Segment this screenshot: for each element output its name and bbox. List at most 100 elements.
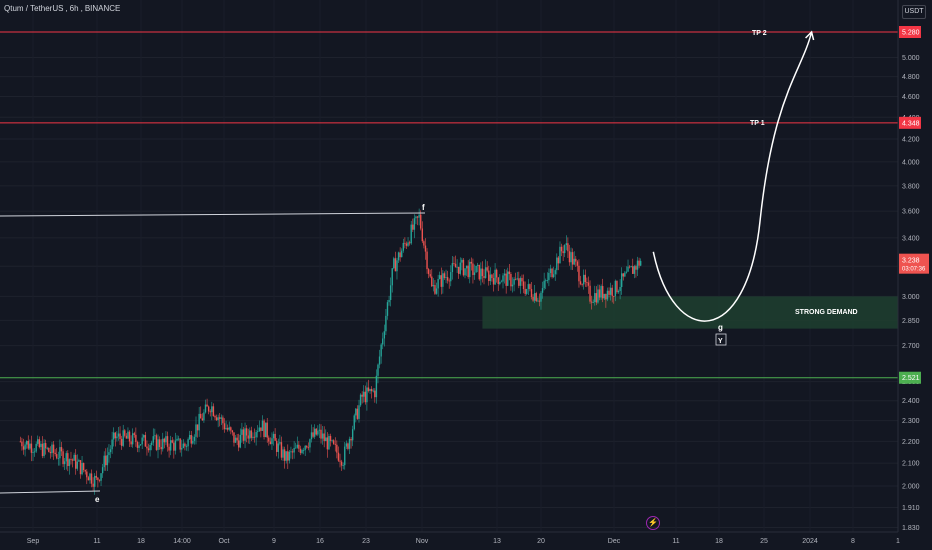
candle	[367, 387, 370, 391]
candle	[282, 449, 284, 458]
time-tick: Nov	[416, 538, 429, 545]
candle	[405, 243, 408, 246]
candle	[54, 452, 56, 455]
candle	[423, 241, 425, 246]
projection-arrow-icon	[805, 30, 815, 41]
time-axis[interactable]: Sep 11 18 14:00 Oct 9 16 23 Nov 13 20 Dec 11 18 25 2024…	[27, 538, 900, 545]
candle	[52, 444, 55, 453]
candle	[617, 290, 620, 293]
candle	[171, 440, 173, 443]
candle	[426, 251, 428, 270]
candle	[524, 288, 526, 294]
candle	[266, 422, 268, 438]
candle	[269, 441, 272, 445]
time-tick: 23	[362, 538, 370, 545]
candle	[219, 417, 221, 419]
symbol-header[interactable]: Qtum / TetherUS, 6h, BINANCE	[4, 4, 121, 13]
candle	[22, 446, 25, 450]
candle	[193, 436, 196, 441]
candle	[113, 432, 115, 440]
candle	[179, 438, 181, 450]
candle	[397, 252, 400, 261]
candle	[370, 388, 373, 392]
time-tick: Oct	[219, 538, 230, 545]
candle	[410, 224, 412, 244]
time-tick: 14:00	[173, 538, 191, 545]
candle	[174, 440, 177, 451]
candle	[226, 427, 229, 430]
candle	[258, 427, 260, 432]
candle	[33, 451, 36, 453]
candle	[116, 436, 118, 439]
candle	[233, 432, 235, 443]
candle	[48, 447, 50, 452]
candle	[424, 245, 427, 252]
candle	[380, 344, 382, 357]
candle	[283, 449, 286, 461]
candle	[416, 216, 419, 218]
currency-button[interactable]: USDT	[902, 5, 926, 19]
candle	[19, 441, 22, 443]
candle	[584, 274, 586, 283]
candle	[446, 277, 449, 281]
candle	[310, 432, 313, 440]
wedge-lower-line	[0, 490, 101, 494]
candle	[184, 443, 186, 447]
candle	[204, 404, 207, 413]
candle	[605, 293, 607, 300]
candle	[491, 274, 493, 279]
candle	[559, 246, 561, 264]
candle	[318, 429, 321, 431]
candle	[404, 242, 406, 244]
candle	[579, 281, 582, 285]
candle	[451, 263, 454, 273]
candle	[122, 430, 124, 446]
candle	[215, 417, 218, 421]
price-axis[interactable]: 1.8301.9102.0002.1002.2002.3002.4002.500…	[902, 30, 920, 533]
candle	[302, 450, 305, 451]
candle	[30, 443, 33, 453]
candle	[502, 275, 504, 282]
candle	[222, 417, 224, 424]
candle	[78, 460, 80, 462]
candle	[163, 438, 166, 443]
price-tick: 3.800	[902, 183, 920, 190]
candle	[522, 281, 525, 289]
candle	[268, 437, 270, 442]
candle	[125, 435, 128, 439]
level-tag-text: 4.348	[902, 120, 920, 127]
candle	[200, 413, 202, 419]
candle	[435, 288, 438, 294]
projection-curve	[652, 31, 813, 322]
candle	[375, 375, 378, 398]
candle	[328, 436, 330, 450]
time-tick: 2024	[802, 538, 818, 545]
candle	[613, 296, 615, 297]
candle	[95, 475, 97, 478]
candle	[625, 271, 628, 273]
candle	[407, 242, 409, 246]
candle	[453, 263, 455, 264]
candle	[181, 447, 183, 450]
candle	[620, 273, 623, 288]
candle	[364, 391, 367, 403]
candle	[192, 440, 194, 444]
candle	[111, 439, 113, 450]
candle	[168, 446, 170, 451]
candle	[359, 394, 362, 406]
candle	[130, 441, 132, 445]
candle	[234, 437, 237, 443]
candle	[532, 296, 534, 301]
candle	[169, 440, 172, 451]
candle	[154, 435, 156, 437]
candle	[60, 447, 63, 452]
candle	[393, 258, 395, 269]
candle	[220, 417, 223, 419]
candle	[117, 433, 120, 437]
candle	[560, 246, 563, 252]
candle	[600, 286, 602, 298]
candle	[475, 265, 477, 273]
candle	[128, 431, 131, 442]
lightning-icon[interactable]: ⚡	[646, 516, 660, 530]
